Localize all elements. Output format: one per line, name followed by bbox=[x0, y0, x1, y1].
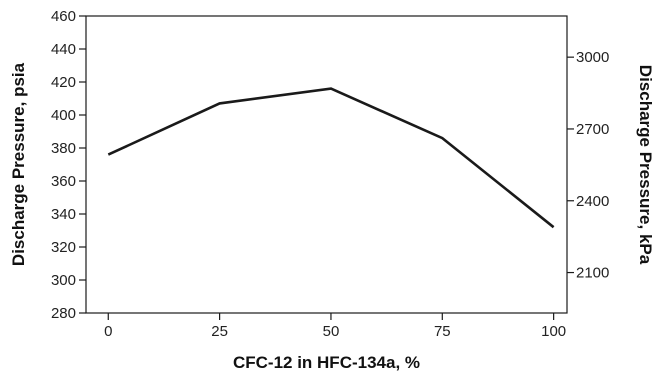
x-axis-title: CFC-12 in HFC-134a, % bbox=[233, 353, 420, 372]
y2-tick-label: 2100 bbox=[576, 265, 609, 282]
x-tick-label: 50 bbox=[323, 323, 340, 340]
y-tick-label: 380 bbox=[51, 140, 76, 157]
y2-tick-label: 2400 bbox=[576, 193, 609, 210]
y-axis-title-right: Discharge Pressure, kPa bbox=[636, 65, 655, 265]
left-axis-ticks: 280 300 320 340 360 380 400 420 440 460 bbox=[51, 8, 86, 322]
x-tick-label: 25 bbox=[211, 323, 228, 340]
y-axis-title-left: Discharge Pressure, psia bbox=[9, 62, 28, 266]
x-tick-label: 0 bbox=[104, 323, 112, 340]
y-tick-label: 300 bbox=[51, 272, 76, 289]
x-tick-label: 100 bbox=[541, 323, 566, 340]
y-tick-label: 420 bbox=[51, 74, 76, 91]
y-tick-label: 280 bbox=[51, 305, 76, 322]
y2-tick-label: 2700 bbox=[576, 121, 609, 138]
y-tick-label: 440 bbox=[51, 41, 76, 58]
series-layer bbox=[107, 87, 555, 229]
x-tick-label: 75 bbox=[434, 323, 451, 340]
series-line bbox=[107, 87, 555, 229]
y-tick-label: 320 bbox=[51, 239, 76, 256]
right-axis-ticks: 2100 2400 2700 3000 bbox=[567, 49, 609, 282]
y2-tick-label: 3000 bbox=[576, 49, 609, 66]
bottom-axis-ticks: 0 25 50 75 100 bbox=[104, 313, 566, 340]
y-tick-label: 460 bbox=[51, 8, 76, 25]
y-tick-label: 360 bbox=[51, 173, 76, 190]
plot-frame bbox=[85, 15, 568, 314]
y-tick-label: 400 bbox=[51, 107, 76, 124]
plot-area-border bbox=[85, 15, 568, 314]
y-tick-label: 340 bbox=[51, 206, 76, 223]
